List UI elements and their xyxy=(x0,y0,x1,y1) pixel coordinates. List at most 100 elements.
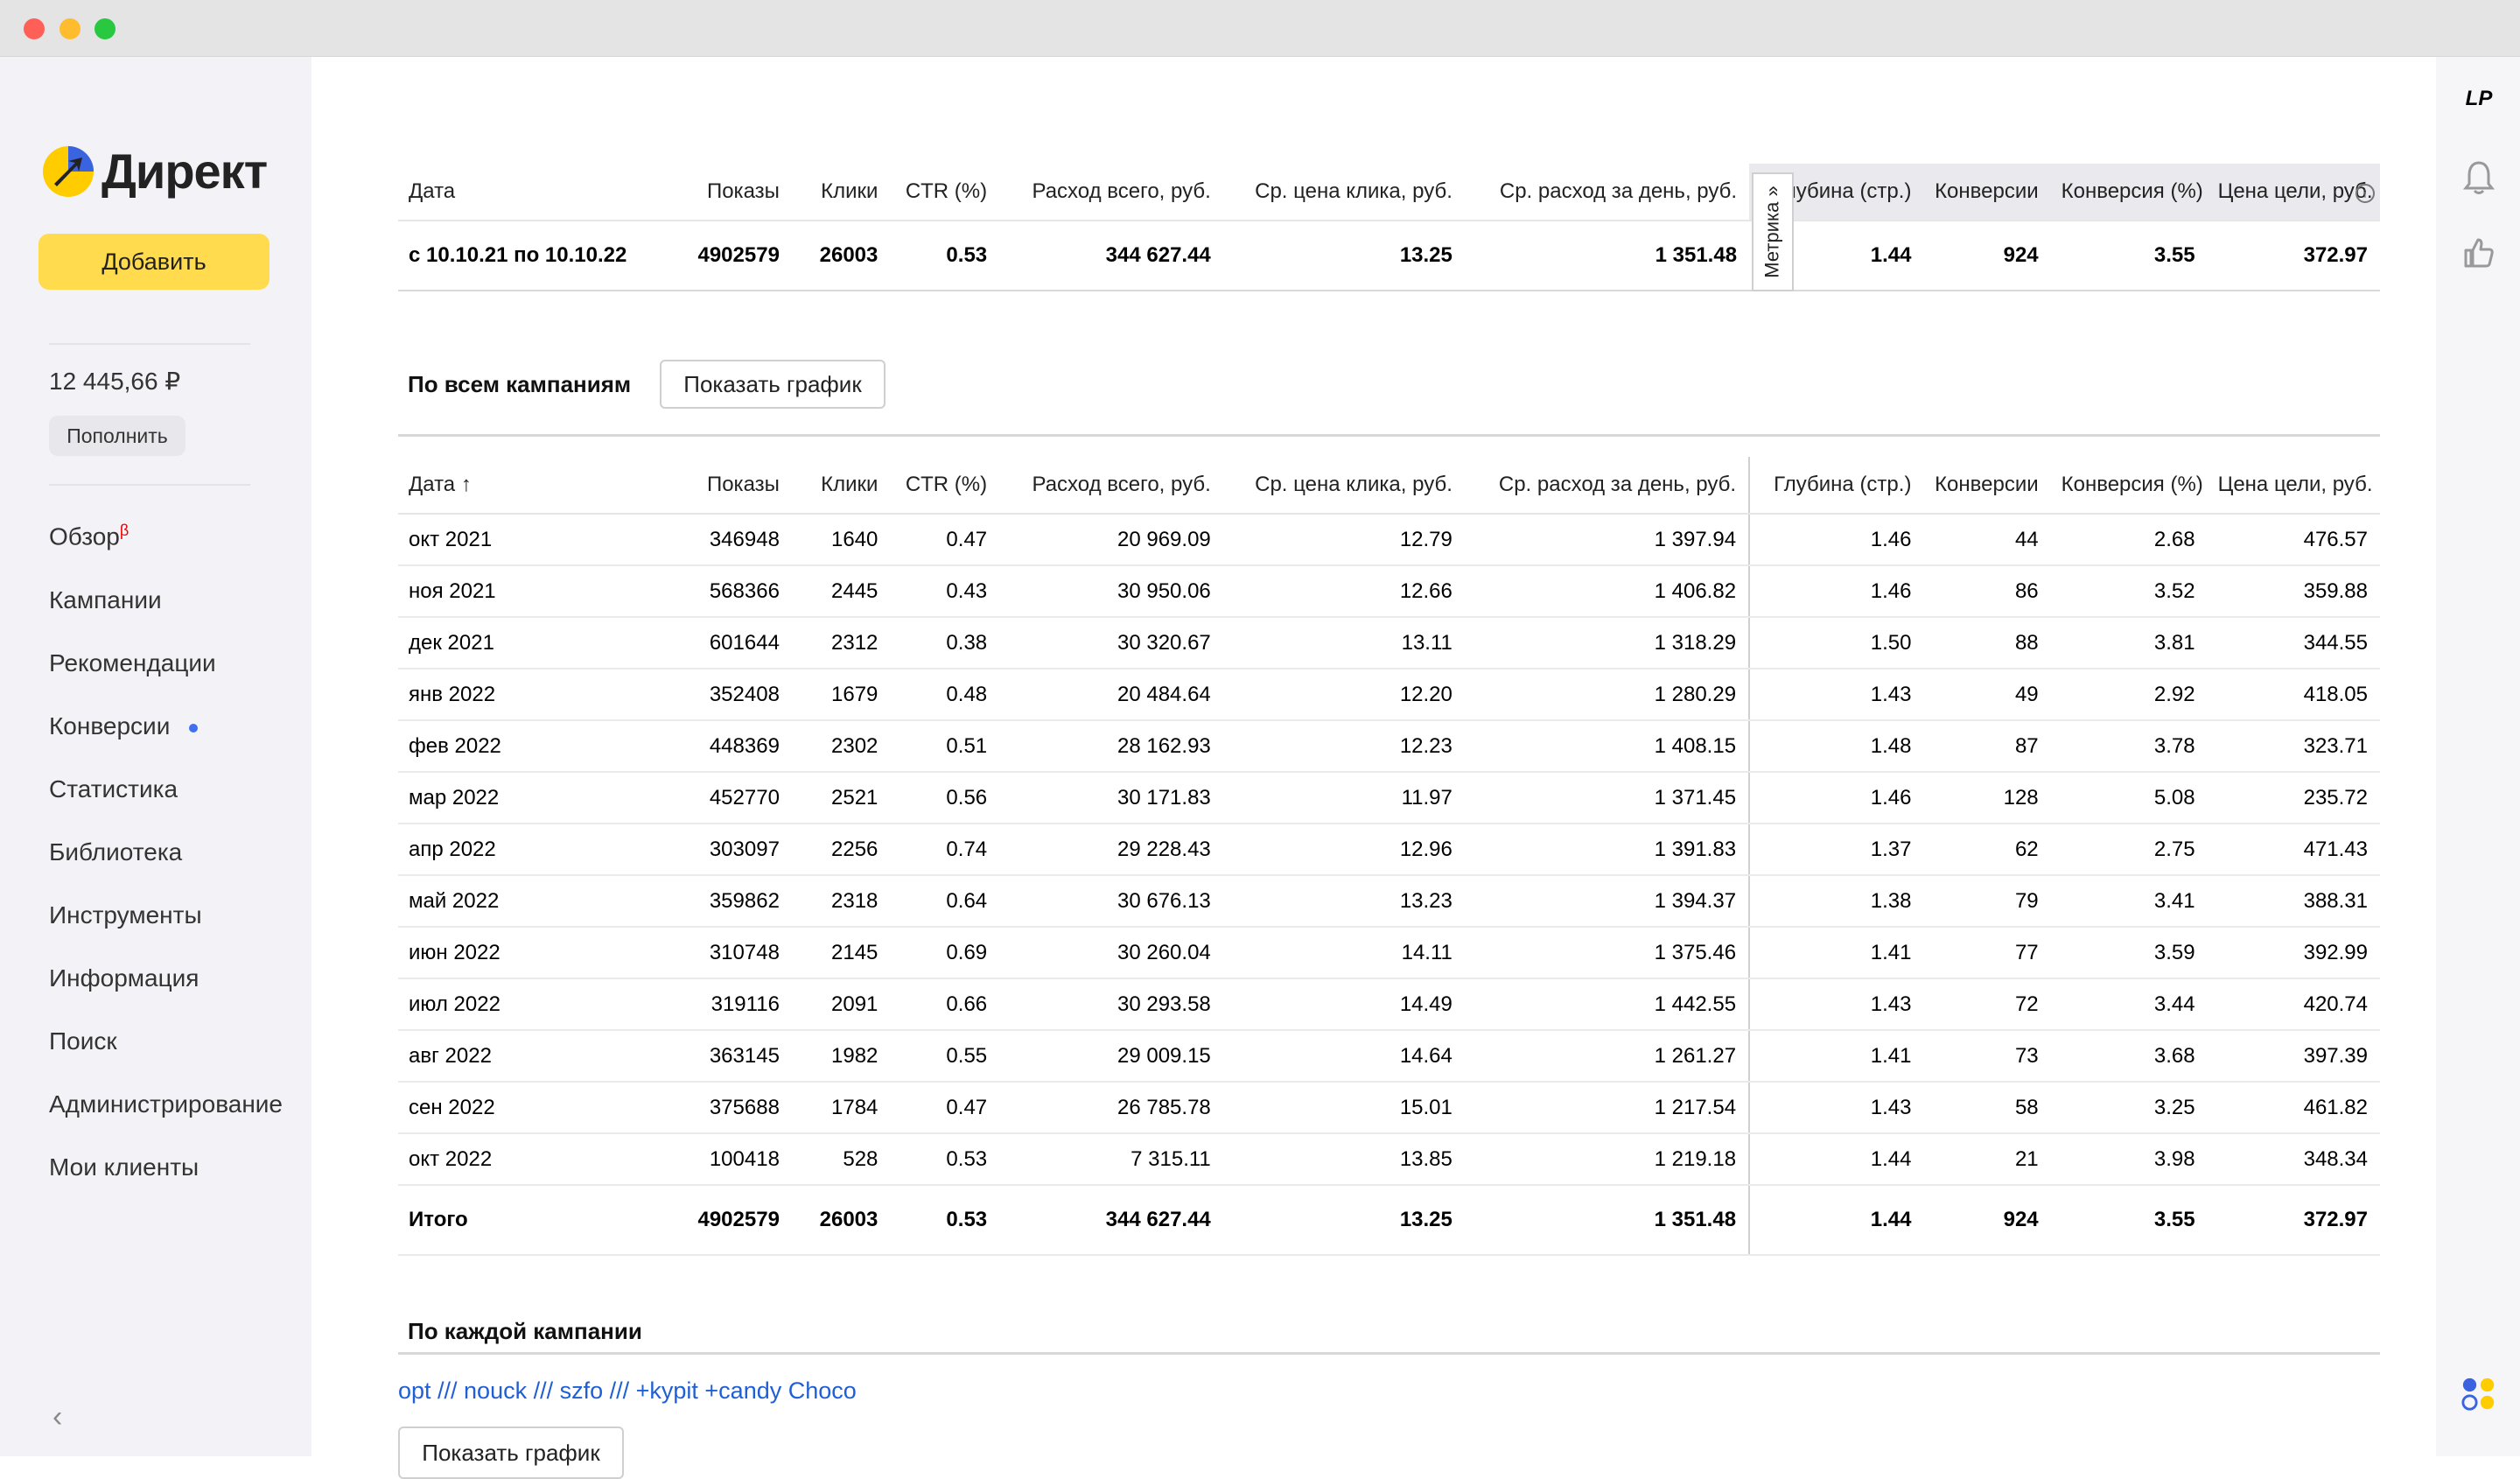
table-cell: 1.41 xyxy=(1748,927,1924,979)
nav-item-label: Конверсии xyxy=(49,712,171,740)
column-header[interactable]: Цена цели, руб. xyxy=(2207,457,2380,515)
column-header[interactable]: Ср. цена клика, руб. xyxy=(1222,457,1465,515)
column-header[interactable]: Показы xyxy=(666,457,792,515)
nav-item-tools[interactable]: Инструменты xyxy=(49,901,202,929)
table-cell: 0.74 xyxy=(890,824,1000,876)
column-header[interactable]: Конверсии xyxy=(1923,164,2051,221)
table-cell: июн 2022 xyxy=(398,927,667,979)
column-header[interactable]: Расход всего, руб. xyxy=(999,164,1223,221)
table-row: с 10.10.21 по 10.10.22 4902579 26003 0.5… xyxy=(398,221,2380,291)
table-cell: 568366 xyxy=(666,565,792,618)
maximize-window-button[interactable] xyxy=(94,18,116,39)
nav-item-conversions[interactable]: Конверсии xyxy=(49,712,199,740)
column-header[interactable]: Расход всего, руб. xyxy=(999,457,1223,515)
show-chart-button[interactable]: Показать график xyxy=(660,360,886,409)
column-header[interactable]: Ср. расход за день, руб. xyxy=(1464,164,1750,221)
table-cell: 26003 xyxy=(791,1185,891,1256)
table-cell: 12.23 xyxy=(1222,720,1465,773)
column-header[interactable]: Показы xyxy=(666,164,792,221)
table-cell: 12.20 xyxy=(1222,669,1465,721)
table-cell: 73 xyxy=(1923,1030,2051,1083)
table-cell: с 10.10.21 по 10.10.22 xyxy=(398,221,667,291)
nav-item-my-clients[interactable]: Мои клиенты xyxy=(49,1153,200,1181)
info-icon[interactable]: i xyxy=(2356,184,2375,203)
topup-button[interactable]: Пополнить xyxy=(49,416,186,456)
table-cell: 3.55 xyxy=(2050,221,2208,291)
table-cell: 924 xyxy=(1923,1185,2051,1256)
total-row: Итого 4902579 26003 0.53 344 627.44 13.25 1 35… xyxy=(398,1185,2380,1256)
table-cell: 0.55 xyxy=(890,1030,1000,1083)
table-cell: 319116 xyxy=(666,978,792,1031)
nav-item-recommendations[interactable]: Рекомендации xyxy=(49,649,216,676)
nav-item-statistics[interactable]: Статистика xyxy=(49,775,178,803)
campaign-link[interactable]: opt /// nouck /// szfo /// +kypit +candy… xyxy=(398,1377,857,1404)
table-cell: 528 xyxy=(791,1133,891,1186)
add-button[interactable]: Добавить xyxy=(38,234,270,290)
table-cell: 235.72 xyxy=(2207,772,2380,824)
table-row: дек 2021 601644 2312 0.38 30 320.67 13.11 1 31… xyxy=(398,617,2380,669)
metrika-toggle[interactable]: Метрика » xyxy=(1752,172,1794,291)
table-cell: 0.69 xyxy=(890,927,1000,979)
apps-icon[interactable] xyxy=(2460,1376,2497,1412)
table-cell: 20 484.64 xyxy=(999,669,1223,721)
bell-icon[interactable] xyxy=(2460,159,2497,196)
table-cell: 344.55 xyxy=(2207,617,2380,669)
close-window-button[interactable] xyxy=(24,18,45,39)
nav-item-information[interactable]: Информация xyxy=(49,964,200,992)
table-cell: 62 xyxy=(1923,824,2051,876)
table-cell: 1 371.45 xyxy=(1464,772,1750,824)
thumbs-up-icon[interactable] xyxy=(2460,235,2497,271)
table-cell: 14.49 xyxy=(1222,978,1465,1031)
table-cell: 30 171.83 xyxy=(999,772,1223,824)
table-cell: 1 442.55 xyxy=(1464,978,1750,1031)
table-cell: 0.53 xyxy=(890,1133,1000,1186)
column-header[interactable]: Ср. расход за день, руб. xyxy=(1464,457,1750,515)
table-cell: ноя 2021 xyxy=(398,565,667,618)
nav-item-overview[interactable]: Обзорβ xyxy=(49,522,129,550)
table-cell: 49 xyxy=(1923,669,2051,721)
table-cell: 128 xyxy=(1923,772,2051,824)
table-row: май 2022 359862 2318 0.64 30 676.13 13.23 1 39… xyxy=(398,875,2380,928)
column-header[interactable]: Клики xyxy=(791,164,891,221)
table-cell: 1 375.46 xyxy=(1464,927,1750,979)
column-header[interactable]: CTR (%) xyxy=(890,164,1000,221)
column-header[interactable]: Ср. цена клика, руб. xyxy=(1222,164,1465,221)
table-cell: 3.78 xyxy=(2050,720,2208,773)
minimize-window-button[interactable] xyxy=(60,18,80,39)
table-row: апр 2022 303097 2256 0.74 29 228.43 12.96 1 39… xyxy=(398,824,2380,876)
column-header[interactable]: Дата xyxy=(398,164,667,221)
table-cell: 359862 xyxy=(666,875,792,928)
table-cell: 58 xyxy=(1923,1082,2051,1134)
column-header[interactable]: Конверсия (%) xyxy=(2050,164,2208,221)
table-cell: 363145 xyxy=(666,1030,792,1083)
nav-item-library[interactable]: Библиотека xyxy=(49,838,183,866)
nav-item-administration[interactable]: Администрирование xyxy=(49,1090,283,1118)
table-cell: 26 785.78 xyxy=(999,1082,1223,1134)
table-cell: 1.43 xyxy=(1748,1082,1924,1134)
column-header[interactable]: Глубина (стр.) xyxy=(1748,457,1924,515)
column-header[interactable]: Конверсии xyxy=(1923,457,2051,515)
date-sort-header[interactable]: Дата ↑ xyxy=(398,457,667,515)
campaign-show-chart-button[interactable]: Показать график xyxy=(398,1426,624,1479)
table-cell: 2.68 xyxy=(2050,514,2208,566)
column-header[interactable]: CTR (%) xyxy=(890,457,1000,515)
table-cell: 2.75 xyxy=(2050,824,2208,876)
table-header-row: Дата ↑ Показы Клики CTR (%) Расход всего… xyxy=(398,457,2380,515)
direct-logo-icon xyxy=(42,145,94,198)
table-cell: 348.34 xyxy=(2207,1133,2380,1186)
table-cell: 601644 xyxy=(666,617,792,669)
table-cell: 21 xyxy=(1923,1133,2051,1186)
column-header[interactable]: Цена цели, руб. xyxy=(2207,164,2380,221)
nav-item-campaigns[interactable]: Кампании xyxy=(49,586,162,613)
lp-logo-icon[interactable]: LP xyxy=(2460,81,2497,117)
column-header[interactable]: Клики xyxy=(791,457,891,515)
table-cell: 0.53 xyxy=(890,221,1000,291)
table-cell: 12.66 xyxy=(1222,565,1465,618)
table-cell: 388.31 xyxy=(2207,875,2380,928)
table-cell: окт 2022 xyxy=(398,1133,667,1186)
table-cell: 13.23 xyxy=(1222,875,1465,928)
chevron-left-icon[interactable]: ‹ xyxy=(52,1400,63,1433)
nav-item-search[interactable]: Поиск xyxy=(49,1027,117,1055)
column-header[interactable]: Конверсия (%) xyxy=(2050,457,2208,515)
direct-logo[interactable]: Директ xyxy=(42,143,268,200)
